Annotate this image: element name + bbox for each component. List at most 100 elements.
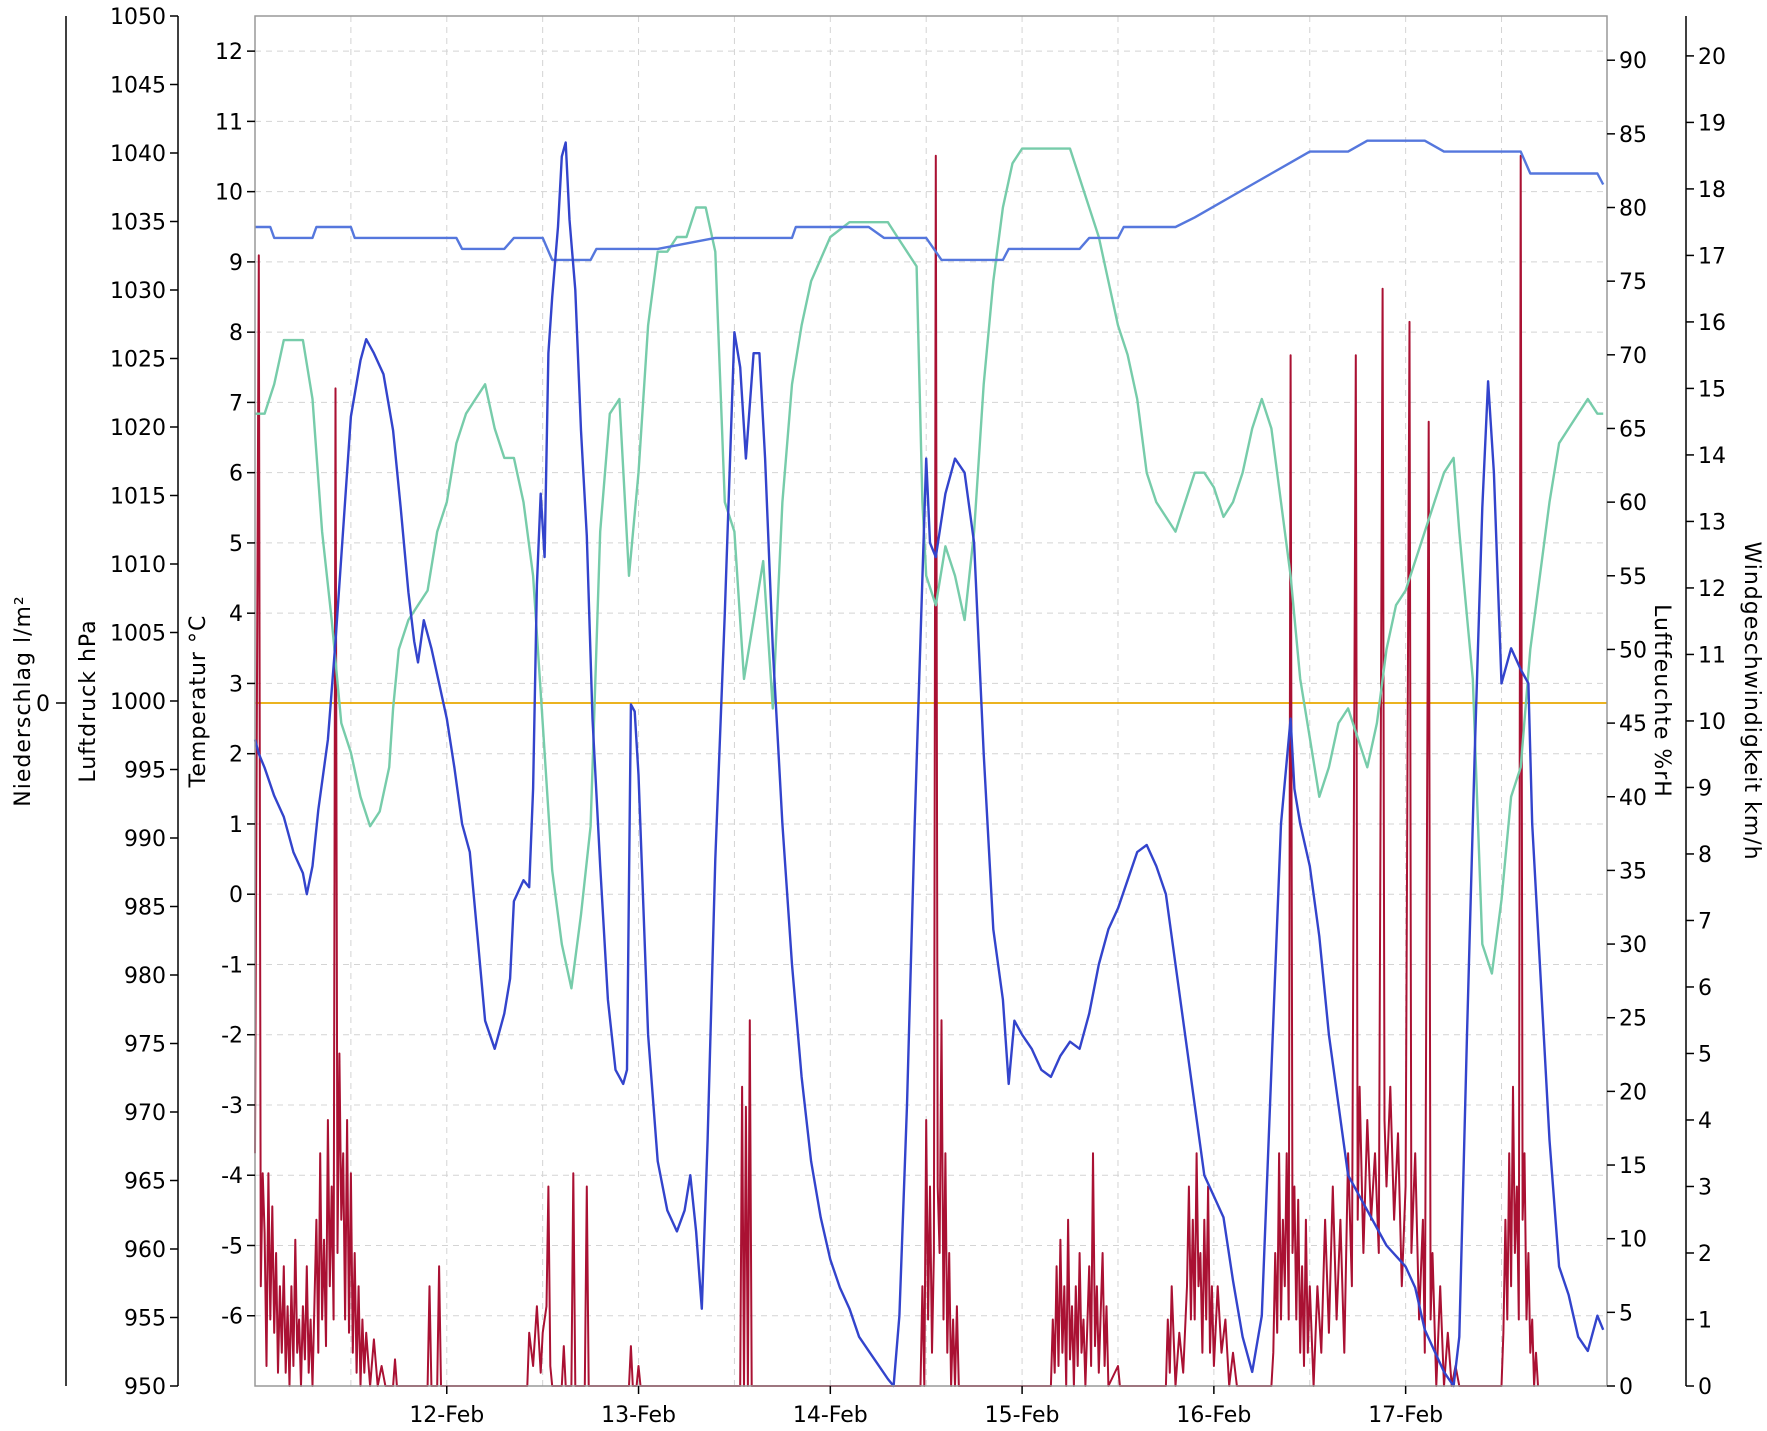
x-tick-label: 15-Feb: [985, 1403, 1060, 1428]
pressure-tick-label: 970: [124, 1101, 166, 1126]
wind-tick-label: 6: [1698, 976, 1712, 1001]
wind-tick-label: 12: [1698, 577, 1726, 602]
wind-tick-label: 9: [1698, 776, 1712, 801]
wind-tick-label: 3: [1698, 1175, 1712, 1200]
humidity-tick-label: 15: [1619, 1154, 1647, 1179]
wind-tick-label: 8: [1698, 843, 1712, 868]
temperature-tick-label: 9: [229, 251, 243, 276]
humidity-tick-label: 20: [1619, 1080, 1647, 1105]
x-tick-label: 13-Feb: [601, 1403, 676, 1428]
wind-tick-label: 1: [1698, 1308, 1712, 1333]
pressure-tick-label: 985: [124, 896, 166, 921]
wind-tick-label: 13: [1698, 510, 1726, 535]
humidity-axis-title: Luftfeuchte %rH: [1649, 604, 1674, 798]
wind-tick-label: 4: [1698, 1109, 1712, 1134]
temperature-tick-label: 3: [229, 672, 243, 697]
temperature-tick-label: 4: [229, 602, 243, 627]
humidity-tick-label: 45: [1619, 712, 1647, 737]
humidity-tick-label: 60: [1619, 491, 1647, 516]
wind-tick-label: 5: [1698, 1042, 1712, 1067]
temperature-tick-label: 5: [229, 532, 243, 557]
humidity-tick-label: 30: [1619, 933, 1647, 958]
pressure-axis-title: Luftdruck hPa: [76, 619, 101, 782]
wind-axis-title: Windgeschwindigkeit km/h: [1739, 541, 1764, 860]
pressure-tick-label: 1035: [110, 211, 166, 236]
temperature-tick-label: -5: [221, 1234, 243, 1259]
temperature-tick-label: -2: [221, 1024, 243, 1049]
temperature-tick-label: 11: [215, 110, 243, 135]
temperature-series-line: [253, 141, 1605, 1388]
humidity-tick-label: 85: [1619, 123, 1647, 148]
wind-tick-label: 17: [1698, 244, 1726, 269]
pressure-tick-label: 1015: [110, 485, 166, 510]
wind-series-line: [254, 154, 1539, 1387]
pressure-series-line: [255, 139, 1605, 262]
humidity-tick-label: 0: [1619, 1375, 1633, 1400]
x-tick-label: 17-Feb: [1368, 1403, 1443, 1428]
temperature-tick-label: 7: [229, 391, 243, 416]
temperature-tick-label: 10: [215, 181, 243, 206]
temperature-tick-label: -1: [221, 953, 243, 978]
humidity-tick-label: 90: [1619, 49, 1647, 74]
pressure-tick-label: 1005: [110, 622, 166, 647]
humidity-tick-label: 70: [1619, 344, 1647, 369]
humidity-tick-label: 75: [1619, 270, 1647, 295]
axes-layer: 12-Feb 13-Feb 14-Feb 15-Feb 16-Feb 17-Feb0Nie…: [11, 5, 1764, 1428]
pressure-tick-label: 960: [124, 1238, 166, 1263]
wind-tick-label: 10: [1698, 710, 1726, 735]
pressure-tick-label: 1020: [110, 416, 166, 441]
wind-tick-label: 19: [1698, 111, 1726, 136]
humidity-series-line: [255, 147, 1604, 990]
humidity-tick-label: 40: [1619, 786, 1647, 811]
wind-tick-label: 16: [1698, 311, 1726, 336]
wind-tick-label: 11: [1698, 643, 1726, 668]
temperature-tick-label: 1: [229, 813, 243, 838]
plot-area-frame: [254, 15, 1608, 1387]
humidity-tick-label: 65: [1619, 417, 1647, 442]
humidity-tick-label: 35: [1619, 859, 1647, 884]
humidity-tick-label: 50: [1619, 638, 1647, 663]
wind-tick-label: 15: [1698, 377, 1726, 402]
wind-tick-label: 14: [1698, 444, 1726, 469]
x-tick-label: 16-Feb: [1176, 1403, 1251, 1428]
wind-tick-label: 18: [1698, 178, 1726, 203]
temperature-tick-label: -4: [221, 1164, 243, 1189]
pressure-tick-label: 1025: [110, 348, 166, 373]
temperature-tick-label: -6: [221, 1305, 243, 1330]
series-layer: [253, 139, 1607, 1388]
humidity-tick-label: 10: [1619, 1228, 1647, 1253]
temperature-axis-title: Temperatur °C: [186, 615, 211, 789]
wind-tick-label: 20: [1698, 45, 1726, 70]
pressure-tick-label: 955: [124, 1307, 166, 1332]
temperature-tick-label: 0: [229, 883, 243, 908]
pressure-tick-label: 1050: [110, 5, 166, 30]
pressure-tick-label: 1010: [110, 553, 166, 578]
pressure-tick-label: 950: [124, 1375, 166, 1400]
pressure-tick-label: 995: [124, 759, 166, 784]
pressure-tick-label: 1045: [110, 74, 166, 99]
wind-tick-label: 2: [1698, 1242, 1712, 1267]
precip-tick-label: 0: [36, 692, 50, 717]
x-tick-label: 12-Feb: [409, 1403, 484, 1428]
pressure-tick-label: 990: [124, 827, 166, 852]
temperature-tick-label: -3: [221, 1094, 243, 1119]
pressure-tick-label: 1000: [110, 690, 166, 715]
pressure-tick-label: 980: [124, 964, 166, 989]
humidity-tick-label: 25: [1619, 1007, 1647, 1032]
temperature-tick-label: 2: [229, 743, 243, 768]
pressure-tick-label: 1040: [110, 142, 166, 167]
wind-tick-label: 0: [1698, 1375, 1712, 1400]
pressure-tick-label: 1030: [110, 279, 166, 304]
humidity-tick-label: 80: [1619, 197, 1647, 222]
x-tick-label: 14-Feb: [793, 1403, 868, 1428]
pressure-tick-label: 975: [124, 1033, 166, 1058]
temperature-tick-label: 12: [215, 40, 243, 65]
humidity-tick-label: 5: [1619, 1301, 1633, 1326]
pressure-tick-label: 965: [124, 1170, 166, 1195]
precip-axis-title: Niederschlag l/m²: [11, 595, 36, 806]
humidity-tick-label: 55: [1619, 565, 1647, 590]
wind-tick-label: 7: [1698, 909, 1712, 934]
temperature-tick-label: 8: [229, 321, 243, 346]
temperature-tick-label: 6: [229, 462, 243, 487]
